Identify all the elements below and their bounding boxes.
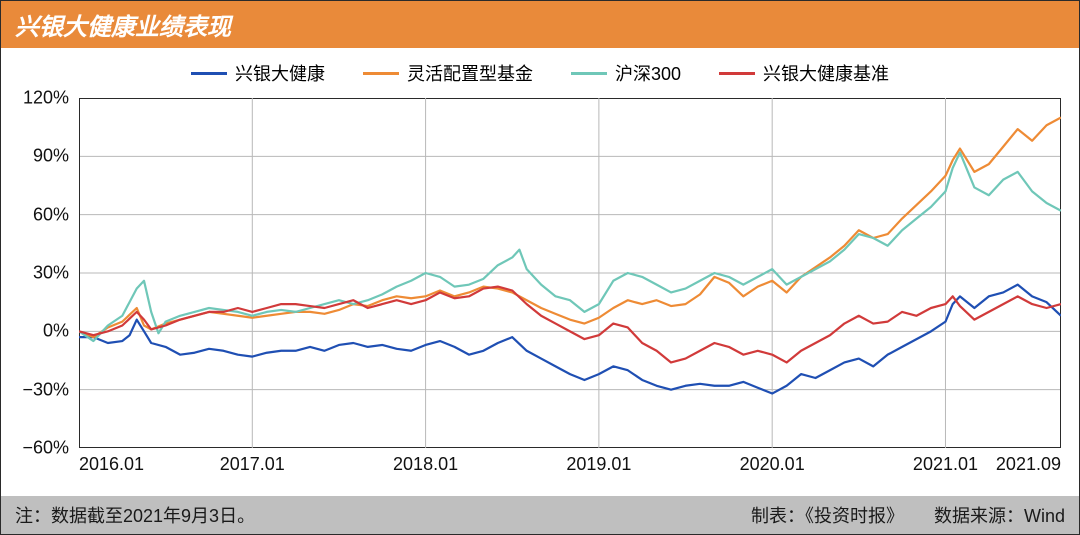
x-tick-label: 2018.01 [393,454,458,475]
y-tick-label: 90% [33,146,69,167]
legend-item: 兴银大健康基准 [719,60,889,86]
legend-item: 灵活配置型基金 [363,60,533,86]
legend-item: 沪深300 [571,60,681,86]
legend-swatch [719,72,755,75]
x-tick-label: 2016.01 [79,454,144,475]
legend-label: 沪深300 [615,60,681,86]
x-tick-label: 2019.01 [566,454,631,475]
y-tick-label: −30% [22,379,69,400]
y-tick-label: 60% [33,204,69,225]
footer-maker: 制表：《投资时报》 [751,502,904,528]
footer: 注：数据截至2021年9月3日。 制表：《投资时报》 数据来源：Wind [1,496,1079,534]
x-tick-label: 2017.01 [220,454,285,475]
x-tick-label: 2021.01 [913,454,978,475]
legend-label: 兴银大健康 [235,60,325,86]
chart-area: 兴银大健康 灵活配置型基金 沪深300 兴银大健康基准 −60% −30% 0% 30% 60… [1,48,1079,496]
legend-label: 兴银大健康基准 [763,60,889,86]
chart-card: 兴银大健康业绩表现 兴银大健康 灵活配置型基金 沪深300 兴银大健康基准 −60% −… [0,0,1080,535]
legend-swatch [571,72,607,75]
footer-note: 注：数据截至2021年9月3日。 [15,502,255,528]
legend-item: 兴银大健康 [191,60,325,86]
y-tick-label: 30% [33,263,69,284]
x-tick-label: 2021.09 [996,454,1061,475]
y-axis-labels: −60%−30%0%30%60%90%120% [1,98,75,448]
series-flexible [79,117,1061,337]
x-tick-label: 2020.01 [740,454,805,475]
legend-swatch [191,72,227,75]
series-csi300 [79,152,1061,341]
footer-source: 数据来源：Wind [934,502,1065,528]
y-tick-label: 0% [43,321,69,342]
legend: 兴银大健康 灵活配置型基金 沪深300 兴银大健康基准 [1,48,1079,92]
legend-swatch [363,72,399,75]
y-tick-label: 120% [23,88,69,109]
x-axis-labels: 2016.01 2017.01 2018.01 2019.01 2020.01 2021.… [79,454,1061,482]
y-tick-label: −60% [22,438,69,459]
chart-title: 兴银大健康业绩表现 [1,1,1079,48]
legend-label: 灵活配置型基金 [407,60,533,86]
plot [79,98,1061,448]
